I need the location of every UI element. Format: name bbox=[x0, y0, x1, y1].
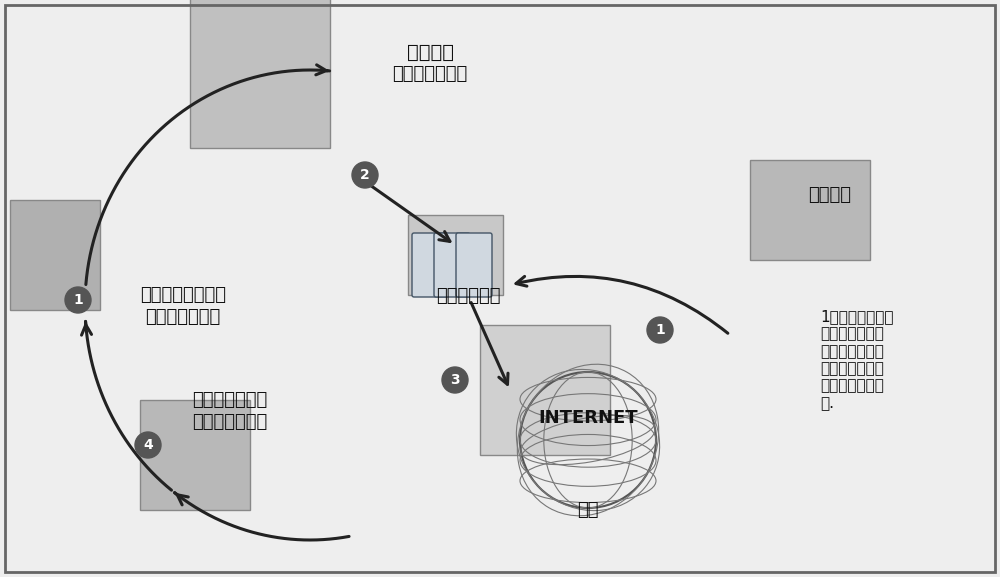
Circle shape bbox=[352, 162, 378, 188]
Text: 1: 1 bbox=[655, 323, 665, 337]
FancyBboxPatch shape bbox=[412, 233, 448, 297]
Bar bbox=[750, 160, 870, 260]
Text: 用户手机会收到: 用户手机会收到 bbox=[192, 391, 268, 409]
Text: （固话，手机）: （固话，手机） bbox=[392, 65, 468, 83]
Circle shape bbox=[65, 287, 91, 313]
Text: 2: 2 bbox=[360, 168, 370, 182]
Circle shape bbox=[647, 317, 673, 343]
Circle shape bbox=[135, 432, 161, 458]
Text: 企业客户: 企业客户 bbox=[808, 186, 852, 204]
Text: 客户呼叫企业号码: 客户呼叫企业号码 bbox=[140, 286, 226, 304]
FancyBboxPatch shape bbox=[456, 233, 492, 297]
Bar bbox=[190, 0, 330, 148]
Bar bbox=[10, 200, 100, 310]
Circle shape bbox=[442, 367, 468, 393]
Text: （手机，固话）: （手机，固话） bbox=[145, 308, 221, 326]
Text: INTERNET: INTERNET bbox=[538, 409, 638, 427]
Text: 挂机短信系统: 挂机短信系统 bbox=[436, 287, 500, 305]
Text: 4: 4 bbox=[143, 438, 153, 452]
Bar bbox=[408, 215, 503, 295]
Text: 后台: 后台 bbox=[577, 501, 599, 519]
Text: 一条或多条短信: 一条或多条短信 bbox=[192, 413, 268, 431]
Bar bbox=[140, 400, 250, 510]
Text: 1、企业通过挂机
短信系统编辑并
提交短信，设定
已接、未接、去
电发送的短信内
容.: 1、企业通过挂机 短信系统编辑并 提交短信，设定 已接、未接、去 电发送的短信内… bbox=[820, 309, 894, 411]
Bar bbox=[480, 325, 610, 455]
Text: 1: 1 bbox=[73, 293, 83, 307]
Text: 3: 3 bbox=[450, 373, 460, 387]
Text: 企业号码: 企业号码 bbox=[406, 43, 454, 62]
FancyBboxPatch shape bbox=[434, 233, 470, 297]
